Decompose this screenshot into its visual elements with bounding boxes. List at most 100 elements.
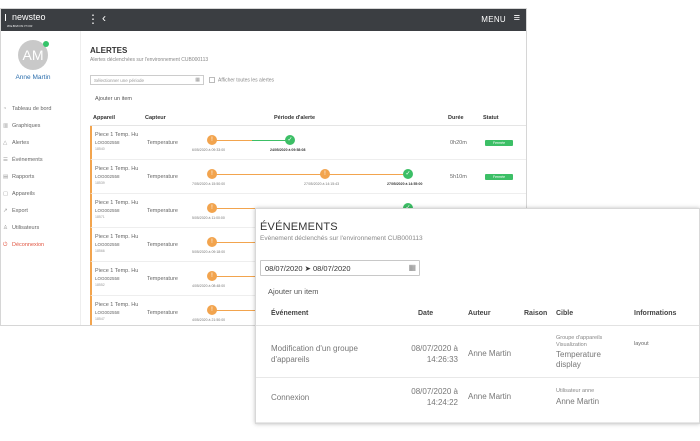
- duration-cell: 0h20m: [450, 140, 467, 146]
- device-cell: Piece 1 Temp. Hu LOG002558 18547: [95, 302, 138, 323]
- sidebar-item-users[interactable]: ♙ Utilisateurs: [3, 225, 39, 231]
- sidebar-item-label: Déconnexion: [12, 242, 45, 248]
- sidebar-item-events[interactable]: ☰ Événements: [3, 157, 43, 163]
- device-cell: Piece 1 Temp. Hu LOG002558 18539: [95, 166, 138, 187]
- dashboard-icon: ◔: [3, 106, 7, 112]
- sidebar-item-label: Alertes: [12, 140, 30, 146]
- warning-node-icon: !: [207, 169, 217, 179]
- device-name: Piece 1 Temp. Hu: [95, 166, 139, 172]
- table-row[interactable]: Connexion 08/07/2020 à 14:24:22 Anne Mart…: [256, 378, 699, 423]
- device-name: Piece 1 Temp. Hu: [95, 132, 139, 138]
- device-number: 18566: [95, 249, 105, 253]
- period-placeholder: Sélectionner une période: [94, 78, 145, 83]
- column-header-device[interactable]: Appareil: [93, 115, 116, 121]
- timeline-segment: [212, 174, 404, 175]
- table-row[interactable]: Modification d'un groupe d'appareils 08/0…: [256, 326, 699, 378]
- device-icon: ▢: [3, 191, 9, 197]
- add-item-link[interactable]: Ajouter un item: [95, 96, 132, 102]
- device-code: LOG002558: [95, 140, 120, 145]
- device-name: Piece 1 Temp. Hu: [95, 268, 139, 274]
- sidebar-item-label: Graphiques: [12, 123, 41, 129]
- column-header-period[interactable]: Période d'alerte: [274, 115, 316, 121]
- column-header-duration[interactable]: Durée: [448, 115, 464, 121]
- device-cell: Piece 1 Temp. Hu LOG002558 18552: [95, 268, 138, 289]
- date-cell: 08/07/2020 à 14:26:33: [396, 343, 458, 365]
- column-header-event[interactable]: Événement: [271, 310, 309, 317]
- timeline-segment: [212, 242, 272, 243]
- page-subtitle: Evènement déclenchés sur l'environnement…: [260, 235, 423, 242]
- logo: newsteo WEBMONITOR: [5, 13, 46, 30]
- avatar[interactable]: AM: [18, 40, 48, 70]
- sidebar-item-label: Export: [12, 208, 28, 214]
- show-all-label: Afficher toutes les alertes: [218, 77, 275, 84]
- device-number: 18539: [95, 181, 105, 185]
- logo-subtext: WEBMONITOR: [7, 24, 33, 29]
- timeline-end-label: 24/05/2020 à 09:58:08: [270, 148, 306, 152]
- column-header-reason[interactable]: Raison: [524, 310, 548, 317]
- event-cell: Connexion: [271, 393, 310, 402]
- date-line: 08/07/2020 à: [411, 387, 458, 396]
- menu-button[interactable]: MENU: [481, 15, 506, 24]
- device-code: LOG002558: [95, 242, 120, 247]
- warning-node-icon: !: [207, 271, 217, 281]
- kebab-menu-icon[interactable]: ⋮: [87, 12, 99, 26]
- column-header-author[interactable]: Auteur: [468, 310, 491, 317]
- sidebar-item-export[interactable]: ↗ Export: [3, 208, 28, 214]
- warning-node-icon: !: [207, 305, 217, 315]
- add-item-link[interactable]: Ajouter un item: [268, 287, 319, 296]
- device-name: Piece 1 Temp. Hu: [95, 200, 139, 206]
- device-cell: Piece 1 Temp. Hu LOG002558 18540: [95, 132, 138, 153]
- sidebar-item-dashboard[interactable]: ◔ Tableau de bord: [3, 106, 51, 112]
- device-number: 18540: [95, 147, 105, 151]
- sidebar-item-devices[interactable]: ▢ Appareils: [3, 191, 35, 197]
- date-range-picker[interactable]: 08/07/2020 ➤ 08/07/2020 ▦: [260, 260, 420, 276]
- checkbox-box[interactable]: [209, 77, 215, 83]
- device-cell: Piece 1 Temp. Hu LOG002558 18566: [95, 234, 138, 255]
- column-header-status[interactable]: Statut: [483, 115, 499, 121]
- warning-node-icon: !: [207, 203, 217, 213]
- sidebar-item-alerts[interactable]: △ Alertes: [3, 140, 29, 146]
- online-status-dot: [43, 41, 49, 47]
- sensor-cell: Temperature: [147, 242, 178, 248]
- date-line: 08/07/2020 à: [411, 344, 458, 353]
- alerts-content: ALERTES Alertes déclenchées sur l'enviro…: [81, 31, 526, 325]
- logo-mark: [5, 14, 9, 22]
- show-all-checkbox[interactable]: Afficher toutes les alertes: [209, 77, 274, 83]
- calendar-icon[interactable]: ▦: [408, 263, 416, 272]
- back-chevron-icon[interactable]: ‹: [102, 11, 106, 25]
- list-icon: ☰: [3, 157, 8, 163]
- target-name-line: display: [556, 359, 581, 369]
- table-row[interactable]: Piece 1 Temp. Hu LOG002558 18547 Temperatu…: [90, 296, 526, 325]
- device-code: LOG002558: [95, 310, 120, 315]
- warning-node-icon: !: [207, 135, 217, 145]
- events-window: ÉVÉNEMENTS Evènement déclenchés sur l'en…: [255, 208, 700, 424]
- user-name[interactable]: Anne Martin: [15, 74, 51, 81]
- sidebar-item-label: Tableau de bord: [12, 106, 52, 112]
- target-name-line: Temperature: [556, 350, 601, 359]
- hamburger-icon[interactable]: ≡: [513, 12, 520, 24]
- column-header-target[interactable]: Cible: [556, 310, 574, 317]
- timeline-segment: [252, 140, 290, 141]
- table-row[interactable]: Piece 1 Temp. Hu LOG002558 18540 Temperatu…: [90, 126, 526, 160]
- device-number: 18552: [95, 283, 105, 287]
- power-icon: ⏻: [3, 242, 8, 248]
- calendar-icon[interactable]: ▦: [195, 77, 200, 83]
- column-header-sensor[interactable]: Capteur: [145, 115, 166, 121]
- alert-icon: △: [3, 140, 8, 146]
- device-code: LOG002558: [95, 174, 120, 179]
- column-header-date[interactable]: Date: [418, 310, 434, 317]
- column-header-info[interactable]: Informations: [634, 310, 677, 317]
- export-icon: ↗: [3, 208, 8, 214]
- table-row[interactable]: Piece 1 Temp. Hu LOG002558 18539 Temperatu…: [90, 160, 526, 194]
- sidebar-item-charts[interactable]: ▥ Graphiques: [3, 123, 40, 129]
- timeline-start-label: 5/05/2020 à 11:00:00: [192, 216, 225, 220]
- top-bar: newsteo WEBMONITOR ⋮ ‹ MENU ≡: [1, 9, 526, 31]
- user-icon: ♙: [3, 225, 8, 231]
- chart-icon: ▥: [3, 123, 9, 129]
- warning-node-icon: !: [207, 237, 217, 247]
- timeline-start-label: 4/05/2020 à 08:48:00: [192, 284, 226, 288]
- sidebar-item-reports[interactable]: ▤ Rapports: [3, 174, 34, 180]
- check-node-icon: ✓: [403, 169, 413, 179]
- sidebar-item-logout[interactable]: ⏻ Déconnexion: [3, 242, 44, 249]
- period-picker[interactable]: Sélectionner une période ▦: [90, 75, 204, 85]
